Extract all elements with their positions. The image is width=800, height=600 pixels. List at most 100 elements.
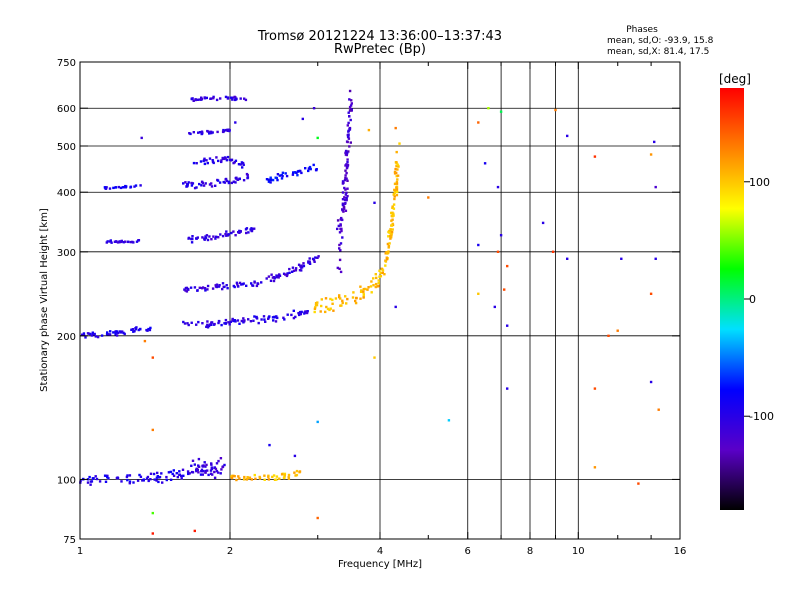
data-point bbox=[130, 328, 133, 331]
data-point bbox=[109, 239, 112, 242]
data-point bbox=[262, 315, 266, 318]
data-point bbox=[336, 219, 340, 222]
data-point bbox=[354, 299, 357, 303]
data-point bbox=[213, 322, 216, 326]
data-point bbox=[235, 97, 238, 100]
data-point bbox=[186, 470, 190, 473]
data-point bbox=[388, 242, 391, 245]
data-point bbox=[165, 475, 168, 479]
data-point bbox=[226, 155, 230, 159]
data-point bbox=[244, 98, 248, 102]
data-point bbox=[288, 267, 291, 271]
data-point bbox=[311, 257, 315, 261]
data-point bbox=[214, 184, 217, 187]
data-point bbox=[377, 281, 380, 285]
data-point bbox=[224, 178, 227, 181]
data-point bbox=[347, 150, 350, 153]
data-point bbox=[210, 321, 214, 324]
data-point bbox=[204, 182, 207, 185]
data-point bbox=[391, 206, 394, 209]
data-point bbox=[395, 182, 399, 185]
data-point bbox=[156, 475, 159, 478]
data-point bbox=[324, 297, 328, 300]
data-point bbox=[255, 317, 259, 320]
data-point bbox=[195, 186, 198, 189]
data-point bbox=[292, 171, 295, 174]
data-point bbox=[285, 174, 289, 178]
data-point bbox=[209, 130, 213, 133]
data-point bbox=[187, 237, 190, 240]
data-point bbox=[392, 203, 396, 206]
data-point bbox=[267, 275, 271, 278]
data-point bbox=[79, 479, 82, 483]
data-point bbox=[191, 471, 195, 474]
data-point bbox=[384, 260, 388, 263]
data-point bbox=[374, 282, 378, 286]
data-point bbox=[359, 285, 362, 288]
y-tick-label: 400 bbox=[57, 188, 76, 199]
data-point bbox=[390, 229, 393, 233]
data-point bbox=[112, 186, 115, 190]
data-point bbox=[313, 260, 316, 263]
data-point bbox=[218, 284, 221, 287]
data-point bbox=[142, 478, 145, 481]
colorbar-tick-label: -100 bbox=[749, 410, 774, 423]
data-point bbox=[499, 110, 503, 113]
data-point bbox=[229, 159, 233, 162]
data-point bbox=[338, 294, 341, 297]
data-point bbox=[182, 320, 185, 324]
data-point bbox=[84, 336, 87, 339]
data-point bbox=[347, 133, 350, 136]
data-point bbox=[138, 473, 141, 477]
data-point bbox=[214, 237, 217, 240]
data-point bbox=[272, 474, 276, 477]
data-point bbox=[167, 471, 171, 474]
data-point bbox=[297, 170, 300, 173]
data-point bbox=[128, 482, 131, 485]
data-point bbox=[267, 317, 270, 320]
data-point bbox=[89, 480, 93, 483]
data-point bbox=[186, 183, 189, 186]
data-point bbox=[176, 475, 179, 479]
data-point bbox=[198, 98, 201, 101]
data-point bbox=[370, 291, 373, 294]
data-point bbox=[195, 162, 198, 165]
data-point bbox=[271, 475, 274, 479]
data-point bbox=[203, 96, 206, 99]
data-point bbox=[245, 231, 248, 235]
data-point bbox=[220, 323, 223, 327]
data-points bbox=[79, 89, 660, 535]
data-point bbox=[349, 141, 352, 144]
data-point bbox=[81, 333, 84, 336]
data-point bbox=[339, 223, 342, 226]
data-point bbox=[94, 335, 97, 338]
data-point bbox=[541, 221, 545, 225]
data-point bbox=[114, 240, 117, 243]
data-point bbox=[280, 473, 284, 476]
data-point bbox=[593, 155, 597, 158]
data-point bbox=[293, 171, 297, 174]
data-point bbox=[297, 263, 301, 266]
data-point bbox=[344, 174, 347, 177]
data-point bbox=[316, 136, 319, 140]
data-point bbox=[338, 267, 341, 270]
data-point bbox=[326, 307, 330, 311]
data-point bbox=[115, 334, 119, 337]
data-point bbox=[234, 159, 238, 162]
data-point bbox=[351, 296, 355, 299]
data-point bbox=[253, 281, 256, 284]
data-point bbox=[216, 179, 220, 182]
data-point bbox=[314, 306, 317, 309]
data-point bbox=[186, 322, 189, 325]
data-point bbox=[301, 117, 304, 121]
data-point bbox=[224, 157, 227, 160]
data-point bbox=[362, 287, 365, 291]
data-point bbox=[258, 475, 261, 479]
data-point bbox=[225, 234, 228, 237]
data-point bbox=[185, 286, 188, 290]
data-point bbox=[149, 478, 152, 481]
data-point bbox=[345, 163, 348, 166]
data-point bbox=[226, 97, 230, 100]
data-point bbox=[224, 318, 228, 322]
data-point bbox=[119, 186, 123, 190]
